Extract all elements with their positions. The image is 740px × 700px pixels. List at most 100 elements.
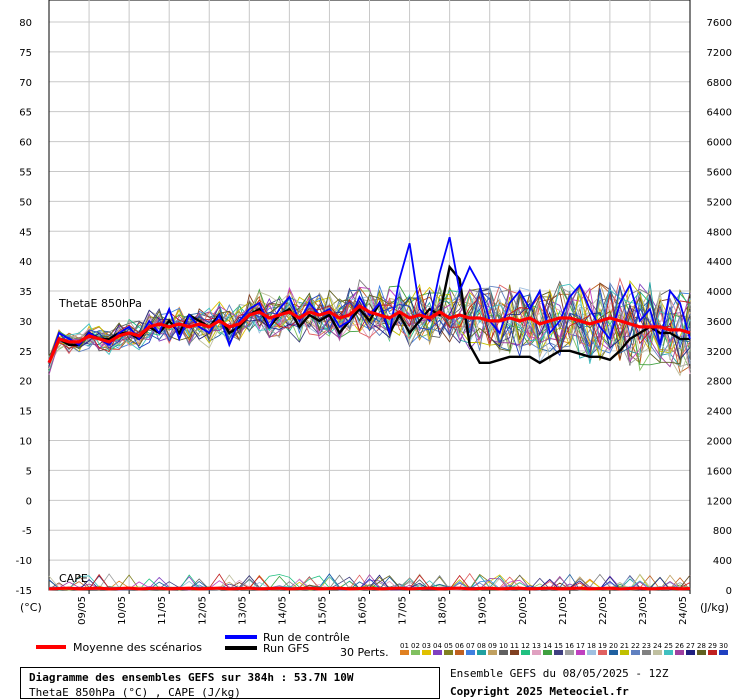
legend-mean-label: Moyenne des scénarios bbox=[73, 641, 202, 654]
right-tick-label: 6800 bbox=[707, 78, 732, 89]
member-number-label: 24 bbox=[653, 642, 662, 650]
x-tick-label: 12/05 bbox=[197, 596, 208, 625]
x-tick-label: 10/05 bbox=[117, 596, 128, 625]
left-tick-label: 15 bbox=[19, 407, 32, 418]
x-tick-label: 24/05 bbox=[678, 596, 689, 625]
series-line-1 bbox=[48, 236, 691, 364]
copyright: Copyright 2025 Meteociel.fr bbox=[450, 685, 629, 698]
member-number-label: 12 bbox=[521, 642, 530, 650]
left-tick-label: -15 bbox=[16, 586, 32, 597]
member-color-swatch bbox=[532, 650, 541, 655]
left-tick-label: 50 bbox=[19, 197, 32, 208]
right-axis-ticks: 7600720068006400600056005200480044004000… bbox=[707, 18, 732, 597]
member-number-label: 21 bbox=[620, 642, 629, 650]
left-tick-label: 60 bbox=[19, 138, 32, 149]
right-tick-label: 3600 bbox=[707, 317, 732, 328]
chart-info-box: Diagramme des ensembles GEFS sur 384h : … bbox=[20, 667, 440, 699]
x-tick-label: 15/05 bbox=[317, 596, 328, 625]
left-tick-label: 0 bbox=[26, 496, 32, 507]
member-number-label: 07 bbox=[466, 642, 475, 650]
member-number-label: 04 bbox=[433, 642, 442, 650]
member-color-swatch bbox=[510, 650, 519, 655]
right-tick-label: 7600 bbox=[707, 18, 732, 29]
member-color-swatch bbox=[433, 650, 442, 655]
x-tick-label: 18/05 bbox=[438, 596, 449, 625]
member-number-label: 19 bbox=[598, 642, 607, 650]
member-number-label: 27 bbox=[686, 642, 695, 650]
member-number-label: 17 bbox=[576, 642, 585, 650]
x-tick-label: 11/05 bbox=[157, 596, 168, 625]
member-color-swatch bbox=[697, 650, 706, 655]
member-color-swatch bbox=[576, 650, 585, 655]
member-number-label: 08 bbox=[477, 642, 486, 650]
member-swatches: 30 Perts. 01 02 03 04 05 06 07 08 09 10 11 12 13 14 15 1… bbox=[340, 642, 728, 659]
left-tick-label: 55 bbox=[19, 167, 32, 178]
member-color-swatch bbox=[642, 650, 651, 655]
x-tick-label: 22/05 bbox=[598, 596, 609, 625]
cape-series bbox=[48, 572, 691, 591]
member-color-swatch bbox=[400, 650, 409, 655]
member-color-swatch bbox=[686, 650, 695, 655]
member-number-label: 09 bbox=[488, 642, 497, 650]
member-color-swatch bbox=[477, 650, 486, 655]
member-number-label: 01 bbox=[400, 642, 409, 650]
x-tick-label: 13/05 bbox=[237, 596, 248, 625]
left-tick-label: 80 bbox=[19, 18, 32, 29]
right-tick-label: 4000 bbox=[707, 287, 732, 298]
member-number-label: 18 bbox=[587, 642, 596, 650]
right-tick-label: 2800 bbox=[707, 377, 732, 388]
member-color-swatch bbox=[565, 650, 574, 655]
member-color-swatch bbox=[521, 650, 530, 655]
member-number-label: 03 bbox=[422, 642, 431, 650]
member-number-label: 15 bbox=[554, 642, 563, 650]
member-color-swatch bbox=[719, 650, 728, 655]
member-color-swatch bbox=[411, 650, 420, 655]
right-tick-label: 6000 bbox=[707, 138, 732, 149]
x-tick-label: 09/05 bbox=[77, 596, 88, 625]
series-line-0 bbox=[47, 304, 691, 364]
right-tick-label: 1600 bbox=[707, 466, 732, 477]
right-axis-unit: (J/kg) bbox=[700, 601, 729, 614]
legend-gfs-label: Run GFS bbox=[263, 642, 309, 655]
ensemble-member-line bbox=[48, 277, 691, 361]
right-tick-label: 2400 bbox=[707, 407, 732, 418]
member-color-swatch bbox=[708, 650, 717, 655]
left-tick-label: 20 bbox=[19, 377, 32, 388]
right-tick-label: 4400 bbox=[707, 257, 732, 268]
cape-annotation: CAPE bbox=[59, 572, 88, 585]
left-tick-label: 35 bbox=[19, 287, 32, 298]
left-tick-label: 65 bbox=[19, 108, 32, 119]
member-color-swatch bbox=[587, 650, 596, 655]
left-tick-label: -10 bbox=[16, 556, 32, 567]
series-line-2 bbox=[47, 264, 690, 365]
x-tick-label: 19/05 bbox=[478, 596, 489, 625]
x-tick-label: 20/05 bbox=[518, 596, 529, 625]
chart-subtitle: ThetaE 850hPa (°C) , CAPE (J/kg) bbox=[29, 686, 241, 699]
right-tick-label: 3200 bbox=[707, 347, 732, 358]
member-number-label: 22 bbox=[631, 642, 640, 650]
member-number-label: 16 bbox=[565, 642, 574, 650]
left-tick-label: 70 bbox=[19, 78, 32, 89]
main-series bbox=[47, 236, 691, 365]
member-color-swatch bbox=[620, 650, 629, 655]
ensemble-member-line bbox=[48, 291, 691, 377]
legend: Moyenne des scénarios Run de contrôleRun … bbox=[36, 631, 350, 655]
member-number-label: 25 bbox=[664, 642, 673, 650]
member-color-swatch bbox=[554, 650, 563, 655]
right-tick-label: 2000 bbox=[707, 437, 732, 448]
member-number-label: 20 bbox=[609, 642, 618, 650]
member-color-swatch bbox=[543, 650, 552, 655]
member-number-label: 30 bbox=[719, 642, 728, 650]
x-tick-label: 23/05 bbox=[638, 596, 649, 625]
right-tick-label: 5600 bbox=[707, 167, 732, 178]
member-color-swatch bbox=[653, 650, 662, 655]
right-tick-label: 0 bbox=[726, 586, 732, 597]
member-number-label: 23 bbox=[642, 642, 651, 650]
left-tick-label: 75 bbox=[19, 48, 32, 59]
x-tick-label: 21/05 bbox=[558, 596, 569, 625]
left-tick-label: -5 bbox=[22, 526, 32, 537]
member-number-label: 28 bbox=[697, 642, 706, 650]
member-color-swatch bbox=[664, 650, 673, 655]
right-tick-label: 1200 bbox=[707, 496, 732, 507]
